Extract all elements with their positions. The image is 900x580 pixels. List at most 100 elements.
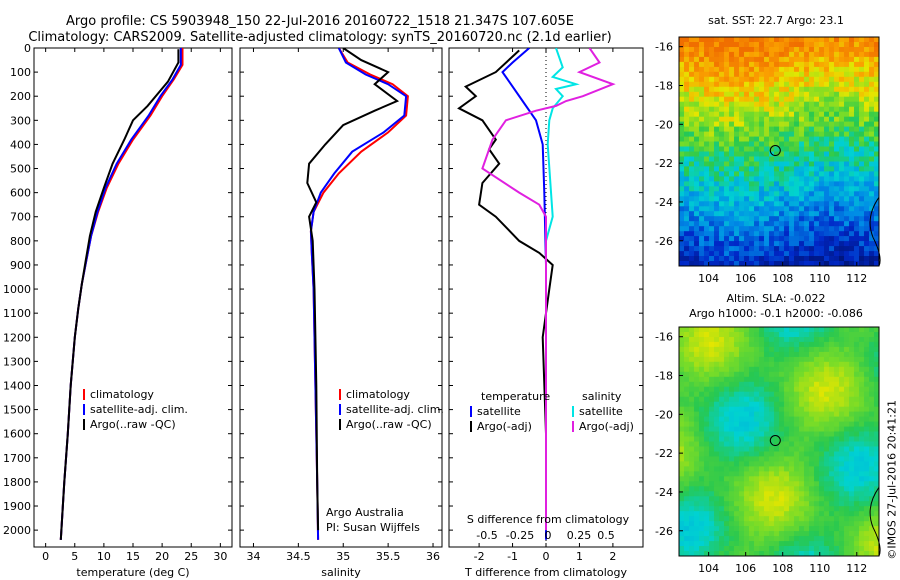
map-cell (809, 111, 815, 118)
map-cell (869, 201, 875, 207)
map-cell (699, 337, 705, 343)
map-cell (714, 166, 720, 172)
map-cell (774, 332, 780, 338)
map-cell (769, 511, 775, 517)
map-cell (784, 381, 790, 388)
map-cell (814, 431, 820, 438)
map-cell (829, 506, 835, 512)
map-cell (689, 371, 695, 378)
map-cell (694, 371, 700, 378)
map-cell (784, 486, 790, 492)
map-cell (849, 37, 855, 43)
map-cell (734, 486, 740, 492)
map-cell (789, 481, 795, 487)
map-cell (799, 176, 805, 182)
map-cell (719, 516, 725, 522)
map-cell (819, 546, 825, 552)
map-cell (784, 86, 790, 93)
map-cell (789, 411, 795, 418)
map-cell (799, 196, 805, 202)
map-cell (854, 171, 860, 177)
map-cell (799, 96, 805, 103)
map-cell (734, 456, 740, 462)
map-cell (829, 416, 835, 423)
map-cell (829, 61, 835, 68)
map-cell (874, 546, 879, 552)
map-cell (689, 156, 695, 163)
map-cell (864, 201, 870, 207)
map-cell (864, 421, 870, 428)
map-cell (704, 37, 710, 43)
map-cell (789, 396, 795, 403)
map-cell (714, 151, 720, 158)
map-cell (769, 37, 775, 43)
map-cell (744, 351, 750, 358)
map-cell (684, 501, 690, 507)
map-cell (754, 436, 760, 443)
map-cell (779, 206, 785, 212)
map-cell (809, 156, 815, 163)
map-cell (704, 446, 710, 453)
map-cell (824, 361, 830, 368)
map-cell (754, 261, 760, 266)
map-cell (709, 441, 715, 448)
map-cell (714, 421, 720, 428)
map-cell (829, 126, 835, 133)
map-cell (754, 171, 760, 177)
map-cell (709, 416, 715, 423)
map-cell (729, 476, 735, 482)
map-cell (859, 411, 865, 418)
map-cell (794, 111, 800, 118)
map-cell (844, 471, 850, 477)
map-cell (764, 356, 770, 363)
map-cell (709, 426, 715, 433)
map-cell (704, 42, 710, 48)
map-cell (689, 141, 695, 148)
map-cell (764, 136, 770, 143)
x-tick-label: 112 (846, 562, 867, 575)
map-cell (789, 226, 795, 232)
map-cell (809, 206, 815, 212)
map-cell (779, 171, 785, 177)
map-cell (709, 256, 715, 262)
map-cell (759, 371, 765, 378)
map-cell (779, 496, 785, 502)
map-cell (839, 351, 845, 358)
map-field (679, 327, 879, 556)
map-cell (734, 37, 740, 43)
map-cell (819, 121, 825, 128)
map-cell (854, 146, 860, 153)
map-cell (749, 386, 755, 393)
map-cell (779, 431, 785, 438)
map-cell (724, 471, 730, 477)
map-cell (679, 226, 685, 232)
map-cell (869, 261, 875, 266)
map-cell (874, 111, 879, 118)
map-cell (744, 196, 750, 202)
map-cell (809, 256, 815, 262)
map-cell (729, 206, 735, 212)
map-cell (834, 551, 840, 556)
map-cell (769, 176, 775, 182)
map-cell (734, 86, 740, 93)
map-cell (774, 371, 780, 378)
map-cell (694, 141, 700, 148)
map-cell (874, 541, 879, 547)
map-cell (844, 381, 850, 388)
map-cell (839, 371, 845, 378)
map-cell (719, 456, 725, 462)
x-tick-label: 110 (809, 562, 830, 575)
map-cell (794, 47, 800, 53)
map-cell (679, 66, 685, 73)
map-cell (874, 391, 879, 398)
map-cell (819, 356, 825, 363)
map-cell (744, 341, 750, 348)
map-cell (704, 116, 710, 123)
map-cell (729, 471, 735, 477)
map-cell (769, 116, 775, 123)
map-cell (784, 346, 790, 353)
map-cell (724, 327, 730, 333)
map-cell (874, 381, 879, 388)
map-cell (839, 71, 845, 78)
map-cell (839, 216, 845, 222)
